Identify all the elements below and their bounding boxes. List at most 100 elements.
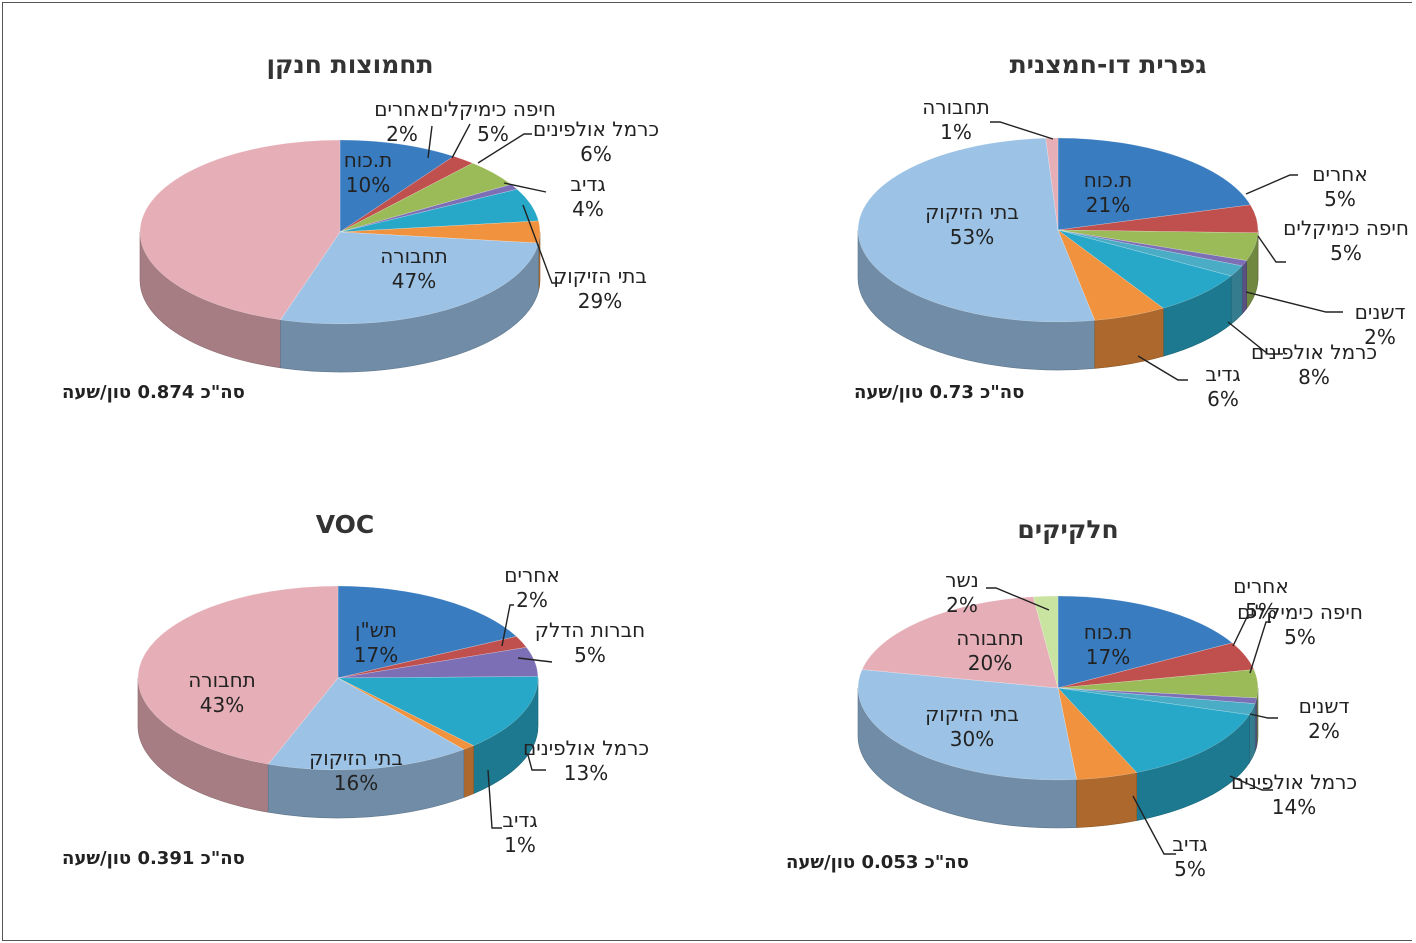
- slice-label: בתי הזיקוק 30%: [925, 702, 1019, 752]
- leader-line: [1245, 291, 1343, 313]
- slice-percent: 4%: [572, 197, 604, 221]
- pie-slice: [1057, 229, 1259, 261]
- slice-label: אחרים 5%: [1312, 162, 1367, 212]
- leader-line: [990, 121, 1054, 140]
- slice-label: חברות הדלק 5%: [535, 618, 645, 668]
- pie-slice: [1057, 687, 1256, 716]
- slice-label: אחרים 5%: [1233, 574, 1288, 624]
- pie-slice-side: [857, 229, 1096, 371]
- pie-slice: [1057, 595, 1233, 689]
- pie-slice: [1057, 229, 1232, 309]
- slice-label: דשנים 2%: [1299, 694, 1350, 744]
- slice-label: אחרים 2%: [504, 563, 559, 613]
- slice-percent: 16%: [333, 771, 379, 795]
- leader-line: [427, 125, 433, 159]
- chart-total: סה"כ 0.73 טון/שעה: [854, 382, 1025, 403]
- leader-line: [527, 754, 546, 771]
- slice-label: בתי הזיקוק 53%: [925, 200, 1019, 250]
- slice-percent: 10%: [345, 173, 391, 197]
- slice-name: תחבורה: [380, 244, 448, 268]
- slice-label: כרמל אולפינים 14%: [1231, 770, 1357, 820]
- slice-name: בתי הזיקוק: [309, 746, 403, 770]
- slice-percent: 5%: [1174, 857, 1206, 881]
- slice-name: חיפה כימיקלים: [430, 97, 556, 121]
- slice-percent: 6%: [1207, 387, 1239, 411]
- slice-name: ת.כוח: [1083, 620, 1133, 644]
- slice-label: חיפה כימיקלים 5%: [1283, 216, 1409, 266]
- pie-slice-side: [267, 749, 465, 819]
- leader-line: [501, 604, 514, 647]
- pie-chart-svg: [139, 123, 562, 373]
- slice-label: ת.כוח 17%: [1084, 620, 1133, 670]
- leader-line: [1245, 174, 1298, 195]
- slice-name: נשר: [945, 568, 979, 592]
- pie-chart-svg: [137, 585, 553, 829]
- pie-slice: [1057, 687, 1250, 773]
- slice-label: גדיב 6%: [1205, 362, 1240, 412]
- pie-slice: [1057, 642, 1255, 689]
- slice-percent: 5%: [1284, 625, 1316, 649]
- leader-line: [1227, 321, 1283, 355]
- chart-total: סה"כ 0.391 טון/שעה: [62, 848, 245, 869]
- slice-name: ת.כוח: [1083, 168, 1133, 192]
- slice-percent: 2%: [1364, 325, 1396, 349]
- slice-name: כרמל אולפינים: [1230, 770, 1358, 794]
- pie-slice: [1057, 229, 1164, 321]
- leader-line: [1229, 775, 1273, 791]
- slice-percent: 2%: [516, 588, 548, 612]
- slice-name: כרמל אולפינים: [522, 736, 650, 760]
- slice-label: כרמל אולפינים 6%: [533, 117, 659, 167]
- slice-label: חיפה כימיקלים 5%: [430, 97, 556, 147]
- slice-name: גדיב: [1172, 832, 1208, 856]
- pie-slice: [339, 220, 541, 244]
- pie-slice: [1057, 137, 1251, 231]
- pie-slice: [337, 636, 527, 679]
- slice-percent: 6%: [580, 142, 612, 166]
- slice-label: תחבורה 47%: [380, 244, 448, 294]
- slice-name: כרמל אולפינים: [1250, 340, 1378, 364]
- slice-name: תש"ן: [355, 618, 397, 642]
- pie-slice: [857, 137, 1096, 323]
- slice-percent: 5%: [477, 122, 509, 146]
- chart-title: גפרית דו-חמצנית: [1009, 50, 1207, 79]
- leader-line: [522, 204, 562, 284]
- slice-percent: 47%: [391, 269, 437, 293]
- pie-slice: [857, 669, 1077, 781]
- slice-name: חיפה כימיקלים: [1283, 216, 1409, 240]
- chart-total: סה"כ 0.874 טון/שעה: [62, 382, 245, 403]
- slice-label: דשנים 2%: [1355, 300, 1406, 350]
- slice-label: גדיב 1%: [502, 808, 537, 858]
- slice-percent: 17%: [353, 643, 399, 667]
- pie-chart-panel: חלקיקים סה"כ 0.053 טון/שעה ת.כוח 17% אחרים 5%…: [708, 470, 1416, 940]
- leader-line: [451, 123, 471, 159]
- pie-chart-panel: גפרית דו-חמצנית סה"כ 0.73 טון/שעה ת.כוח 21%…: [708, 0, 1416, 470]
- slice-label: חיפה כימיקלים 5%: [1237, 600, 1363, 650]
- slice-label: תחבורה 20%: [956, 626, 1024, 676]
- pie-slice: [861, 596, 1059, 689]
- leader-line: [517, 657, 553, 663]
- slice-percent: 30%: [949, 727, 995, 751]
- slice-percent: 13%: [563, 761, 609, 785]
- slice-label: ת.כוח 21%: [1084, 168, 1133, 218]
- pie-slice: [337, 677, 475, 750]
- leader-line: [477, 133, 532, 164]
- pie-slice: [339, 139, 455, 233]
- pie-slice: [1057, 229, 1248, 267]
- leader-line: [1249, 621, 1271, 674]
- slice-name: כרמל אולפינים: [532, 117, 660, 141]
- slice-name: גדיב: [502, 808, 538, 832]
- leader-line: [487, 769, 502, 829]
- pie-slice-side: [1241, 259, 1247, 315]
- chart-title: חלקיקים: [1017, 515, 1119, 544]
- slice-label: נשר 2%: [945, 568, 978, 618]
- slice-name: דשנים: [1354, 300, 1406, 324]
- slice-percent: 5%: [574, 643, 606, 667]
- slice-label: כרמל אולפינים 13%: [523, 736, 649, 786]
- chart-title: VOC: [315, 510, 375, 539]
- pie-slice: [1057, 204, 1259, 234]
- chart-total: סה"כ 0.053 טון/שעה: [786, 852, 969, 873]
- pie-slice: [1057, 229, 1243, 277]
- slice-percent: 53%: [949, 225, 995, 249]
- pie-chart-panel: תחמוצות חנקן סה"כ 0.874 טון/שעה ת.כוח 10% אח…: [0, 0, 708, 470]
